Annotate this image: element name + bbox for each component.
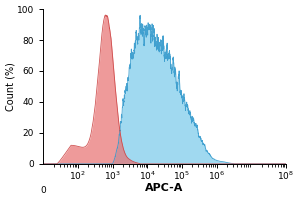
Text: 0: 0 — [40, 186, 46, 195]
X-axis label: APC-A: APC-A — [146, 183, 184, 193]
Y-axis label: Count (%): Count (%) — [6, 62, 16, 111]
